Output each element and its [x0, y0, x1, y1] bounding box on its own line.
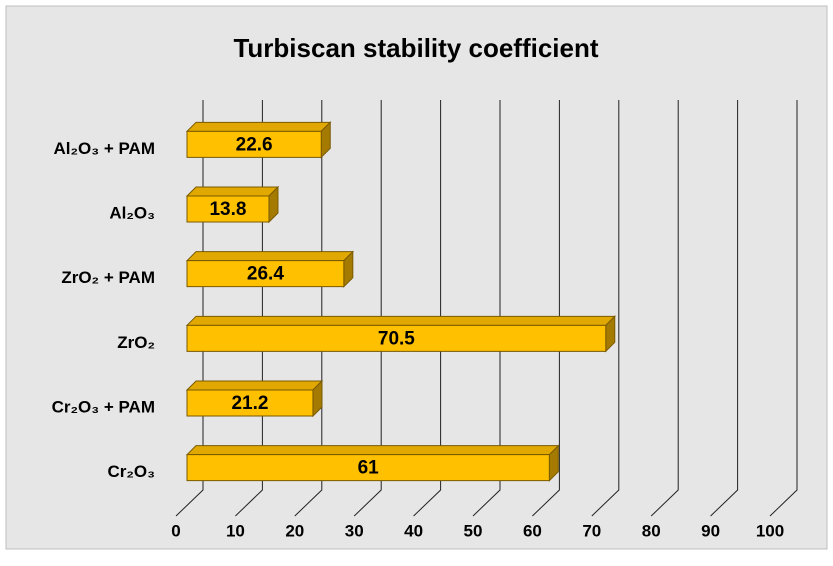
grid-line — [235, 100, 263, 517]
bar — [185, 379, 324, 418]
value-label: 70.5 — [378, 328, 415, 349]
x-tick-label: 20 — [285, 521, 304, 540]
y-tick-label: Al₂O₃ + PAM — [53, 139, 155, 158]
bar — [185, 185, 280, 224]
x-tick-label: 50 — [464, 521, 483, 540]
value-label: 26.4 — [247, 264, 284, 285]
x-tick-label: 60 — [523, 521, 542, 540]
grid-line — [413, 100, 442, 517]
grid-line — [650, 100, 679, 517]
value-label: 22.6 — [236, 134, 273, 155]
grid-line — [769, 100, 798, 517]
grid-line — [472, 100, 501, 517]
x-tick-label: 80 — [642, 521, 661, 540]
y-tick-label: ZrO₂ — [117, 333, 155, 352]
grid-line — [591, 100, 620, 517]
chart-title: Turbiscan stability coefficient — [233, 33, 598, 63]
grid-line — [294, 100, 323, 517]
x-tick-label: 40 — [404, 521, 423, 540]
bar — [185, 250, 355, 288]
x-tick-label: 0 — [171, 521, 180, 540]
grid-line — [710, 100, 739, 517]
x-tick-label: 100 — [756, 521, 784, 540]
grid-line — [353, 100, 382, 517]
y-tick-label: Cr₂O₃ + PAM — [52, 397, 155, 416]
bar — [185, 121, 332, 159]
y-tick-label: Cr₂O₃ — [107, 462, 155, 481]
y-tick-label: Al₂O₃ — [109, 203, 155, 222]
grid-line — [532, 100, 560, 517]
bar — [185, 444, 560, 482]
bar — [185, 315, 616, 353]
grid-line — [175, 100, 204, 517]
value-label: 21.2 — [231, 393, 268, 414]
x-tick-label: 70 — [582, 521, 601, 540]
x-tick-label: 10 — [226, 521, 245, 540]
x-tick-label: 90 — [701, 521, 720, 540]
x-tick-label: 30 — [345, 521, 364, 540]
value-label: 61 — [358, 458, 380, 479]
value-label: 13.8 — [209, 199, 246, 220]
y-tick-label: ZrO₂ + PAM — [61, 268, 155, 287]
